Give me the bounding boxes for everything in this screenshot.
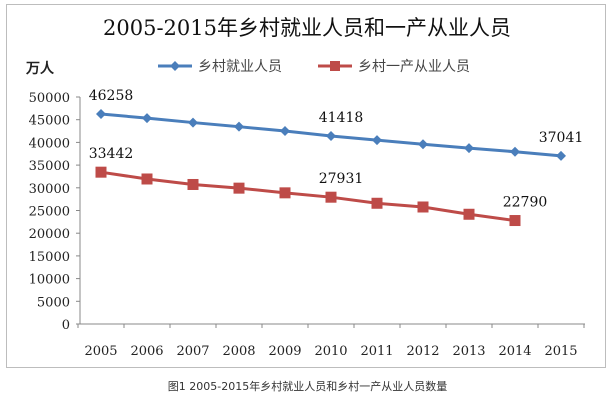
data-point-diamond	[234, 121, 244, 132]
data-label: 33442	[89, 146, 134, 162]
data-point-square	[95, 166, 107, 178]
x-tick-label: 2011	[360, 344, 393, 359]
legend-label: 乡村就业人员	[198, 59, 282, 75]
data-point-diamond	[372, 135, 382, 146]
data-point-diamond	[464, 143, 474, 154]
y-tick-label: 35000	[29, 159, 70, 174]
figure-caption: 图1 2005-2015年乡村就业人员和乡村一产从业人员数量	[167, 380, 448, 393]
data-label: 46258	[89, 88, 134, 104]
data-point-square	[509, 215, 521, 227]
data-point-diamond	[96, 108, 106, 119]
x-tick-label: 2008	[222, 344, 255, 359]
data-label: 37041	[539, 130, 584, 146]
x-tick-label: 2005	[84, 344, 117, 359]
data-point-square	[187, 178, 199, 190]
data-point-diamond	[510, 146, 520, 157]
data-point-diamond	[188, 117, 198, 128]
x-tick-label: 2012	[406, 344, 439, 359]
data-point-square	[463, 208, 475, 220]
legend-label: 乡村一产从业人员	[358, 59, 470, 75]
legend-marker-diamond	[170, 61, 180, 71]
x-tick-label: 2015	[544, 344, 577, 359]
data-point-square	[417, 201, 429, 213]
data-point-diamond	[326, 130, 336, 141]
data-point-square	[371, 197, 383, 209]
y-tick-label: 10000	[29, 273, 70, 288]
y-tick-label: 0	[62, 318, 70, 333]
data-label: 41418	[319, 110, 364, 126]
x-tick-label: 2007	[176, 344, 209, 359]
y-axis-unit: 万人	[25, 60, 55, 77]
y-tick-label: 40000	[29, 136, 70, 151]
y-tick-label: 25000	[29, 205, 70, 220]
y-tick-label: 30000	[29, 182, 70, 197]
y-tick-label: 20000	[29, 227, 70, 242]
chart-frame	[6, 4, 606, 368]
y-tick-label: 5000	[37, 295, 70, 310]
data-point-diamond	[280, 126, 290, 137]
x-tick-label: 2006	[130, 344, 163, 359]
y-tick-label: 15000	[29, 250, 70, 265]
y-tick-label: 50000	[29, 91, 70, 106]
data-point-diamond	[142, 113, 152, 124]
data-label: 27931	[319, 171, 364, 187]
data-point-square	[141, 173, 153, 185]
data-point-square	[279, 187, 291, 199]
data-point-square	[325, 191, 337, 203]
y-tick-label: 45000	[29, 114, 70, 129]
legend-marker-square	[330, 61, 340, 71]
chart-title: 2005-2015年乡村就业人员和一产从业人员	[103, 16, 511, 40]
data-point-diamond	[418, 139, 428, 150]
series-line	[100, 170, 516, 223]
data-point-diamond	[556, 150, 566, 161]
data-point-square	[233, 182, 245, 194]
x-tick-label: 2010	[314, 344, 347, 359]
data-label: 22790	[503, 195, 548, 211]
x-tick-label: 2013	[452, 344, 485, 359]
x-tick-label: 2009	[268, 344, 301, 359]
x-tick-label: 2014	[498, 344, 531, 359]
